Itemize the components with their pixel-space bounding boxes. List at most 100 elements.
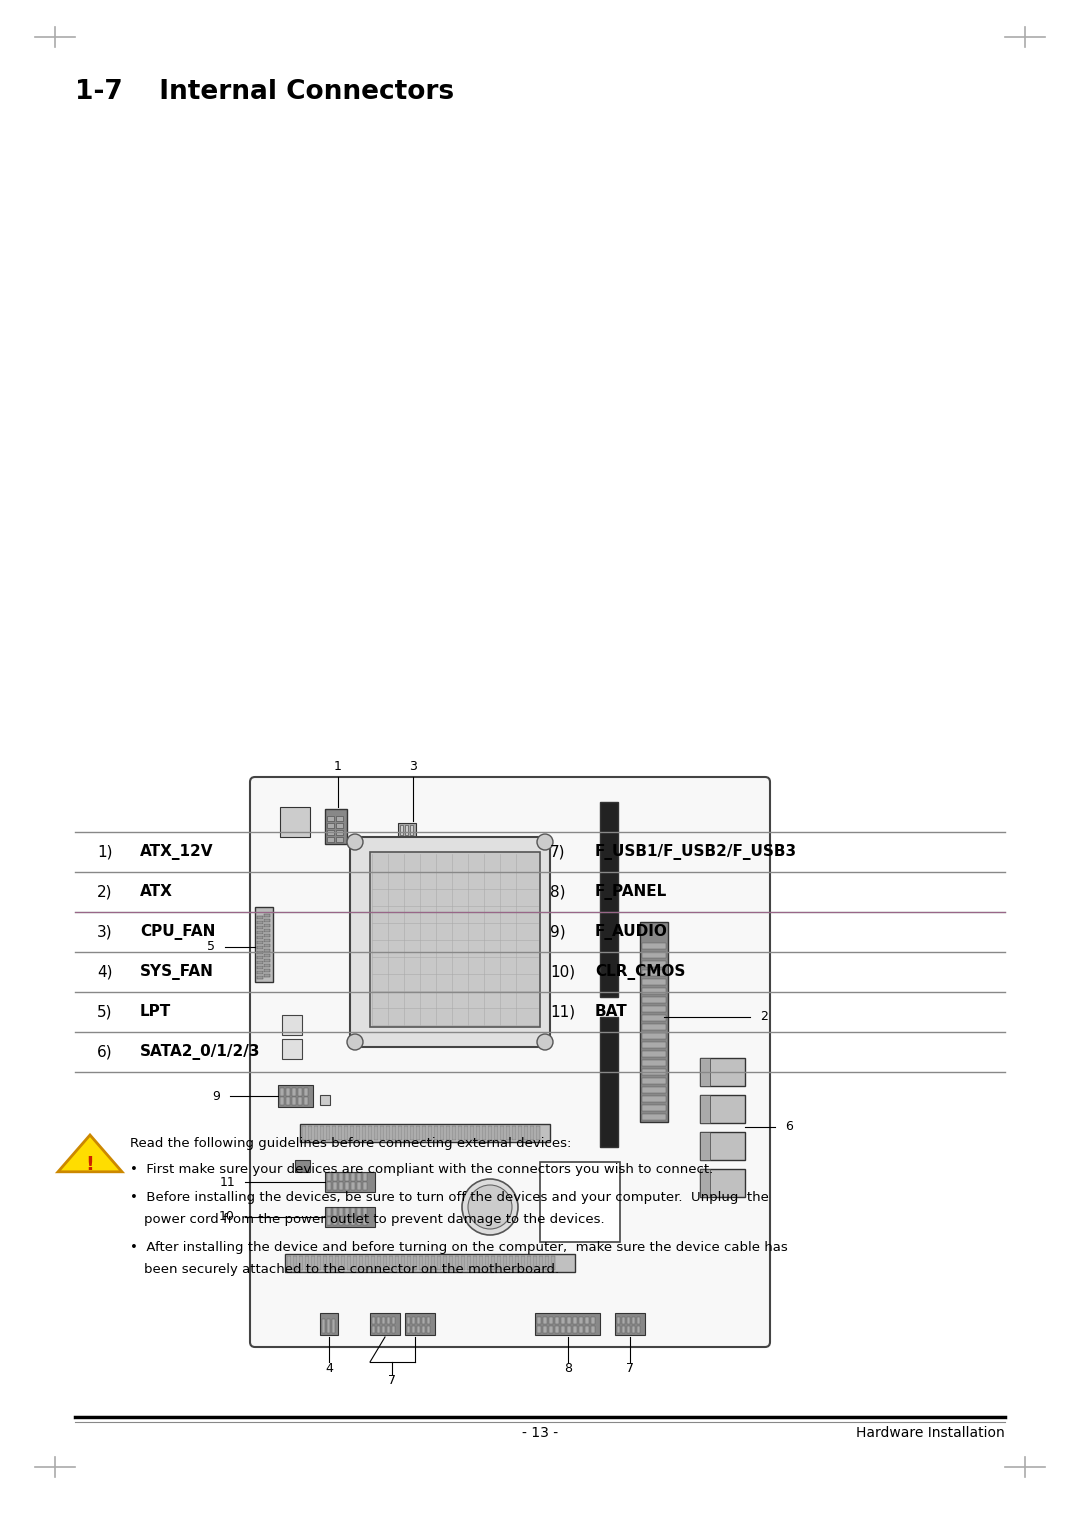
Bar — [600, 1017, 618, 1147]
Text: 6: 6 — [785, 1120, 793, 1133]
Bar — [491, 1256, 495, 1270]
Text: ATX: ATX — [140, 884, 173, 899]
Bar — [545, 1256, 549, 1270]
Bar — [561, 1317, 565, 1323]
Text: 8: 8 — [564, 1362, 572, 1376]
Bar — [264, 948, 270, 951]
Bar — [642, 1114, 666, 1120]
Bar — [642, 970, 666, 976]
Bar — [413, 1256, 417, 1270]
Bar — [257, 941, 264, 944]
Bar — [446, 1127, 450, 1140]
Bar — [407, 1256, 411, 1270]
Bar — [257, 961, 264, 964]
Bar — [339, 1208, 343, 1216]
Bar — [642, 1014, 666, 1021]
Text: 11): 11) — [550, 1005, 576, 1019]
Bar — [320, 1094, 330, 1105]
Bar — [534, 1256, 537, 1270]
Text: 1): 1) — [97, 844, 112, 859]
Bar — [627, 1317, 630, 1323]
Bar — [521, 1256, 525, 1270]
Bar — [295, 1160, 310, 1173]
Text: 8): 8) — [550, 884, 566, 899]
Bar — [632, 1317, 635, 1323]
Bar — [640, 922, 669, 1122]
Bar — [642, 1077, 666, 1084]
Bar — [327, 1173, 330, 1180]
Bar — [515, 1256, 519, 1270]
Bar — [350, 838, 550, 1047]
Text: F_PANEL: F_PANEL — [595, 884, 667, 901]
Bar — [257, 951, 264, 954]
Bar — [298, 1088, 302, 1096]
Bar — [372, 1317, 375, 1323]
Bar — [500, 1127, 504, 1140]
Bar — [617, 1317, 620, 1323]
Bar — [264, 919, 270, 922]
Bar — [555, 1326, 559, 1333]
Bar — [333, 1173, 337, 1180]
Bar — [257, 956, 264, 959]
Bar — [368, 1127, 372, 1140]
Bar — [257, 921, 264, 924]
Text: !: ! — [85, 1156, 94, 1174]
Bar — [339, 1217, 343, 1225]
Bar — [325, 1173, 375, 1193]
Bar — [332, 1319, 335, 1333]
Text: 10): 10) — [550, 965, 576, 979]
Bar — [579, 1317, 583, 1323]
Bar — [363, 1182, 367, 1190]
Bar — [567, 1317, 571, 1323]
Bar — [287, 1256, 291, 1270]
Bar — [264, 928, 270, 931]
Bar — [363, 1217, 367, 1225]
Text: 2): 2) — [97, 884, 112, 899]
Bar — [345, 1217, 349, 1225]
Bar — [327, 816, 334, 821]
Bar — [280, 1097, 284, 1105]
Bar — [700, 1094, 745, 1124]
Bar — [264, 964, 270, 967]
Bar — [642, 1007, 666, 1011]
Text: SYS_FAN: SYS_FAN — [140, 964, 214, 981]
Bar — [411, 1317, 415, 1323]
Bar — [335, 1256, 339, 1270]
Bar — [440, 1127, 444, 1140]
Bar — [351, 1182, 355, 1190]
Bar — [357, 1208, 361, 1216]
Bar — [318, 1256, 321, 1270]
Bar — [585, 1317, 589, 1323]
Bar — [257, 976, 264, 979]
Bar — [333, 1217, 337, 1225]
Bar — [411, 1326, 415, 1333]
Bar — [512, 1127, 516, 1140]
Bar — [497, 1256, 501, 1270]
Text: 1-7    Internal Connectors: 1-7 Internal Connectors — [75, 78, 454, 105]
Text: - 13 -: - 13 - — [522, 1426, 558, 1440]
Bar — [311, 1256, 315, 1270]
Bar — [382, 1326, 384, 1333]
Bar — [327, 830, 334, 835]
Bar — [314, 1127, 318, 1140]
Bar — [427, 1317, 430, 1323]
Bar — [370, 851, 540, 1027]
Bar — [482, 1127, 486, 1140]
Bar — [622, 1317, 625, 1323]
Bar — [280, 807, 310, 838]
Bar — [642, 961, 666, 967]
Bar — [374, 1127, 378, 1140]
Bar — [345, 1208, 349, 1216]
Bar — [302, 1127, 306, 1140]
Bar — [642, 998, 666, 1004]
Bar — [327, 1208, 330, 1216]
Bar — [637, 1326, 640, 1333]
Bar — [264, 924, 270, 927]
Bar — [282, 1014, 302, 1034]
Text: Read the following guidelines before connecting external devices:: Read the following guidelines before con… — [130, 1137, 571, 1150]
Text: 9: 9 — [212, 1090, 220, 1102]
Bar — [377, 1326, 380, 1333]
Bar — [336, 830, 343, 835]
Text: been securely attached to the connector on the motherboard.: been securely attached to the connector … — [144, 1263, 559, 1276]
Bar — [407, 1317, 410, 1323]
